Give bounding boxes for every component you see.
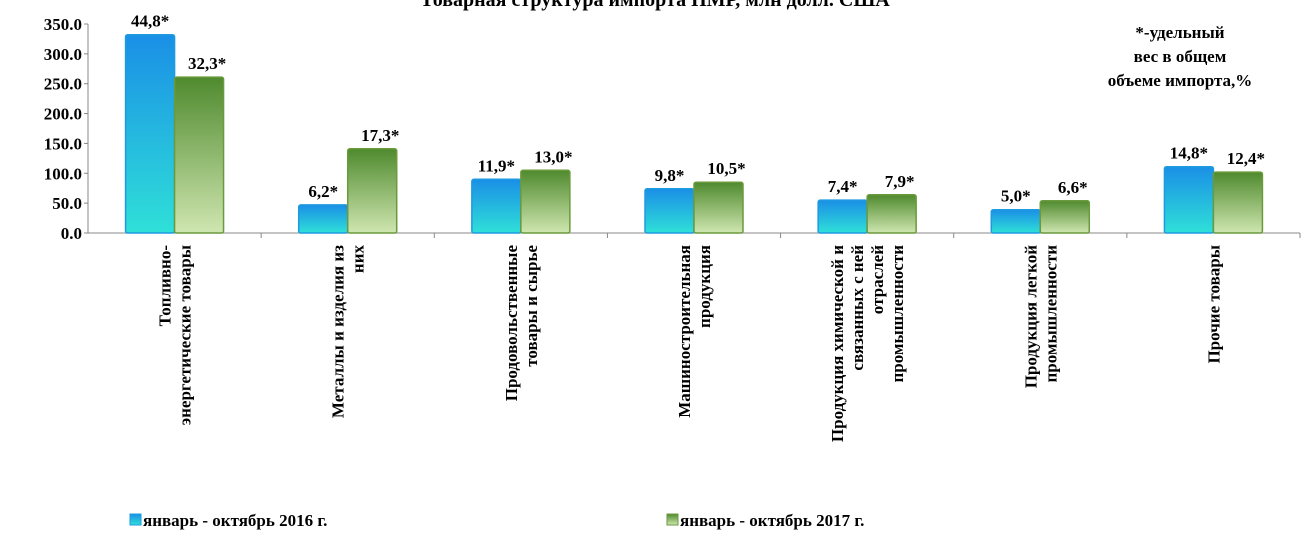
bar [990,208,1042,234]
data-label: 14,8* [1170,144,1208,163]
bar [346,148,398,234]
x-tick-label: товары и сырье [522,245,541,367]
x-tick-label: Металлы и изделия из [329,245,348,418]
y-tick-label: 350.0 [44,15,82,34]
x-tick-label: Продукция химической и [828,245,847,442]
data-label: 11,9* [478,156,515,175]
y-tick-label: 250.0 [44,75,82,94]
y-tick-label: 300.0 [44,45,82,64]
bar [693,181,744,234]
data-label: 10,5* [707,159,745,178]
x-tick-label: промышленности [888,245,907,383]
note: объеме импорта,% [1108,71,1253,90]
x-tick-label: Прочие товары [1204,245,1223,364]
x-tick-label: Машиностроительная [675,245,694,418]
legend-label: январь - октябрь 2017 г. [680,511,864,530]
y-tick-label: 200.0 [44,105,82,124]
data-label: 44,8* [131,12,169,31]
data-label: 9,8* [655,166,685,185]
x-tick-label: продукция [695,245,714,328]
note: вес в общем [1134,47,1227,66]
chart-title: Товарная структура импорта ПМР, млн долл… [420,0,890,11]
bar [520,169,571,234]
bar [1212,171,1264,234]
x-tick-label: промышленности [1041,245,1060,383]
data-label: 5,0* [1001,187,1031,206]
bar [471,178,522,234]
x-tick-label: Продовольственные [502,245,521,402]
bar [866,194,917,234]
data-label: 7,9* [885,172,915,191]
y-tick-label: 100.0 [44,164,82,183]
data-label: 6,6* [1058,178,1088,197]
y-tick-label: 50.0 [52,194,82,213]
legend-swatch [129,513,142,526]
data-label: 17,3* [361,126,399,145]
bar [817,199,868,234]
data-label: 7,4* [828,177,858,196]
data-label: 13,0* [534,147,572,166]
legend-label: январь - октябрь 2016 г. [143,511,327,530]
x-tick-label: энергетические товары [176,245,195,425]
x-tick-label: Топливно- [156,245,175,327]
data-label: 6,2* [308,182,338,201]
bar [644,188,695,234]
note: *-удельный [1135,23,1224,42]
x-tick-label: отраслей [868,245,887,314]
y-tick-label: 150.0 [44,134,82,153]
x-tick-label: связанных с ней [848,245,867,371]
x-tick-label: Продукция легкой [1021,245,1040,388]
data-label: 32,3* [188,54,226,73]
bar [297,204,349,234]
bar [1039,200,1091,234]
y-tick-label: 0.0 [61,224,82,243]
bar [1163,165,1215,234]
bar [173,76,225,234]
data-label: 12,4* [1227,149,1265,168]
x-tick-label: них [349,245,368,274]
legend-swatch [666,513,679,526]
bar [124,33,176,234]
